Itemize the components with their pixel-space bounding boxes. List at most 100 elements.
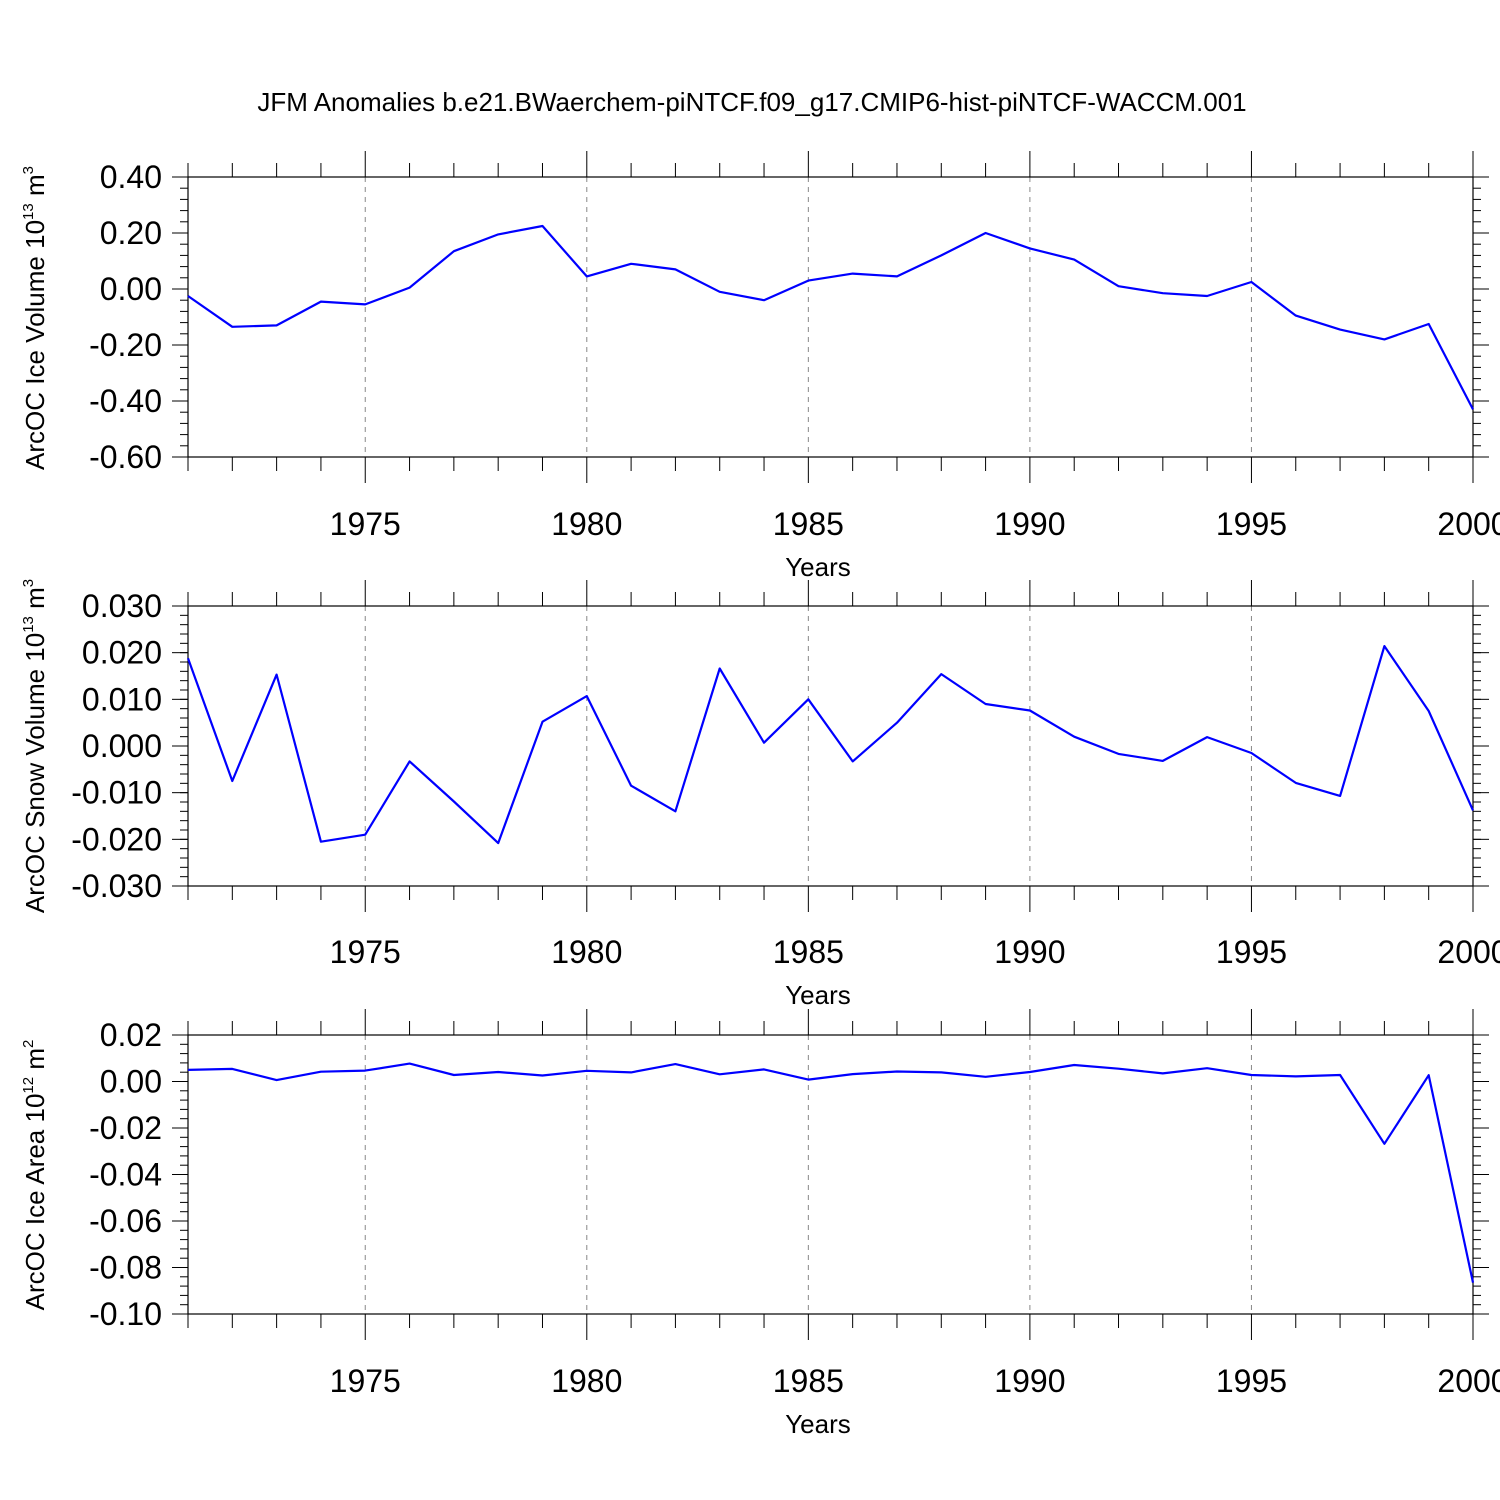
y-tick-label: -0.20 [89,327,162,363]
data-point [541,721,543,723]
data-point [674,810,676,812]
data-point [851,1073,853,1075]
ylabel-exponent: 13 [20,616,37,633]
data-point [231,780,233,782]
data-point [1029,247,1031,249]
data-point [719,291,721,293]
data-point [674,268,676,270]
x-tick-label: 1990 [994,934,1065,970]
data-point [1073,735,1075,737]
figure-title: JFM Anomalies b.e21.BWaerchem-piNTCF.f09… [257,87,1246,117]
x-tick-label: 1975 [330,934,401,970]
data-point [940,673,942,675]
data-point [674,1063,676,1065]
ylabel-unit-exponent: 3 [20,579,37,587]
data-point [940,1071,942,1073]
data-point [187,1069,189,1071]
data-point [1339,1074,1341,1076]
data-point [630,263,632,265]
data-point [453,250,455,252]
xlabel-ice-volume: Years [785,552,851,582]
data-point [1117,285,1119,287]
data-point [541,225,543,227]
data-point [719,1073,721,1075]
ylabel-text: ArcOC Snow Volume 10 [20,633,50,913]
x-tick-label: 2000 [1437,1363,1500,1399]
data-point [1073,258,1075,260]
data-point [275,673,277,675]
data-point [453,800,455,802]
x-tick-label: 1995 [1216,1363,1287,1399]
x-tick-label: 1985 [773,506,844,542]
data-point [1206,295,1208,297]
data-point [1250,1074,1252,1076]
data-point [807,1078,809,1080]
data-point [630,1071,632,1073]
x-tick-label: 1975 [330,1363,401,1399]
data-point [453,1074,455,1076]
data-point [719,667,721,669]
data-point [187,295,189,297]
ylabel-unit-exponent: 3 [20,166,37,174]
data-point [408,760,410,762]
data-point [497,842,499,844]
data-point [1427,323,1429,325]
data-point [1206,736,1208,738]
data-point [320,1071,322,1073]
x-tick-label: 1995 [1216,506,1287,542]
ylabel-ice-volume: ArcOC Ice Volume 1013 m3 [20,166,50,470]
data-point [896,721,898,723]
y-tick-label: -0.10 [89,1296,162,1332]
data-point [1206,1067,1208,1069]
data-point [586,1070,588,1072]
data-point [364,833,366,835]
x-tick-label: 1980 [551,934,622,970]
y-tick-label: 0.20 [100,215,162,251]
x-tick-label: 1980 [551,1363,622,1399]
y-tick-label: 0.010 [82,681,162,717]
data-point [1117,753,1119,755]
ylabel-space [20,609,50,616]
xlabel-snow-volume: Years [785,980,851,1010]
y-tick-label: -0.40 [89,383,162,419]
series-line [187,1062,1475,1283]
data-point [1162,1072,1164,1074]
y-tick-label: 0.00 [100,1064,162,1100]
x-tick-label: 2000 [1437,934,1500,970]
data-point [807,698,809,700]
data-point [896,1070,898,1072]
y-tick-label: 0.40 [100,159,162,195]
data-point [320,840,322,842]
data-point [1117,1068,1119,1070]
x-tick-label: 2000 [1437,506,1500,542]
xlabel-ice-area: Years [785,1409,851,1439]
panel-ice-volume: ArcOC Ice Volume 1013 m3 Years -0.60 -0.4… [20,151,1500,582]
x-tick-label: 1975 [330,506,401,542]
y-tick-label: -0.02 [89,1110,162,1146]
ylabel-exponent: 13 [20,203,37,220]
data-point [1250,752,1252,754]
data-point [1295,1075,1297,1077]
plot-frame [187,605,1474,887]
ylabel-ice-area: ArcOC Ice Area 1012 m2 [20,1040,50,1311]
x-tick-label: 1980 [551,506,622,542]
data-point [940,254,942,256]
data-point [364,1069,366,1071]
data-point [231,1068,233,1070]
data-point [1250,281,1252,283]
data-point [541,1074,543,1076]
panel-ice-area: ArcOC Ice Area 1012 m2 Years -0.10 -0.08 -… [20,1009,1500,1439]
ylabel-space [20,1070,50,1077]
ylabel-exponent: 12 [20,1077,37,1094]
data-point [408,286,410,288]
ylabel-unit: m [20,1048,50,1070]
ylabel-space [20,196,50,203]
y-tick-label: -0.030 [71,868,162,904]
y-tick-label: 0.030 [82,588,162,624]
data-point [1162,292,1164,294]
data-point [586,695,588,697]
data-point [364,303,366,305]
data-point [763,299,765,301]
data-point [586,275,588,277]
